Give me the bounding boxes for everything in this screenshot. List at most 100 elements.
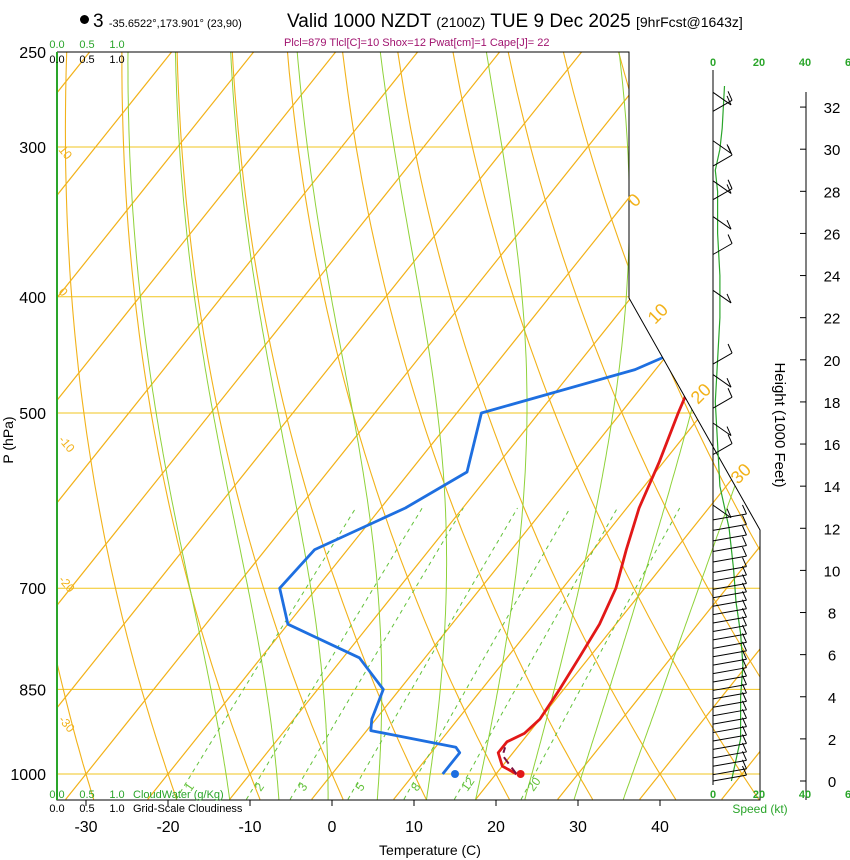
wind-barb — [712, 396, 733, 409]
station-dot-icon — [80, 15, 89, 24]
wind-barb-flag — [727, 434, 733, 444]
moist-adiabat-line — [524, 52, 630, 800]
wind-barb-flag — [726, 377, 732, 388]
wind-barb — [712, 700, 747, 708]
dry-adiabat-line — [448, 52, 760, 800]
moist-adiabat-line — [377, 52, 448, 800]
wind-speed-bottom-tick: 40 — [799, 789, 811, 801]
height-axis-label: Height (1000 Feet) — [771, 362, 788, 487]
temperature-tick-label: 40 — [651, 819, 669, 836]
mixing-ratio-line — [245, 507, 423, 800]
valid-time: Valid 1000 NZDT — [287, 11, 431, 32]
wind-barb — [712, 591, 747, 599]
pressure-tick-label: 300 — [19, 140, 46, 157]
cloudwater-top-tick: 0.5 — [79, 39, 94, 51]
wind-barb — [712, 717, 747, 725]
pressure-tick-label: 400 — [19, 290, 46, 307]
mixing-ratio-label: 3 — [295, 780, 310, 794]
wind-barb — [712, 545, 747, 552]
height-tick-label: 14 — [824, 479, 841, 496]
cloudwater-bottom-tick: 0.0 — [49, 789, 64, 801]
height-tick-label: 26 — [824, 226, 841, 243]
dry-adiabat-line — [64, 52, 178, 800]
cloudwater-top-tick: 0.0 — [49, 39, 64, 51]
wind-barb-flag — [727, 234, 733, 244]
station-coords: -35.6522°,173.901° (23,90) — [108, 18, 242, 30]
wind-barb — [712, 692, 747, 700]
wind-barb — [712, 675, 747, 683]
dry-adiabat-line — [557, 52, 760, 800]
wind-barb — [712, 759, 747, 767]
height-tick-label: 22 — [824, 311, 841, 328]
pressure-axis-label: P (hPa) — [0, 416, 16, 463]
mixing-ratio-line — [347, 507, 518, 800]
wind-speed-bottom-tick: 0 — [710, 789, 716, 801]
mixing-ratio-line — [520, 507, 681, 800]
mixing-ratio-label: 12 — [458, 774, 477, 793]
pressure-tick-label: 500 — [19, 406, 46, 423]
chart-header: 3 -35.6522°,173.901° (23,90) Valid 1000 … — [0, 0, 850, 52]
wind-barb — [712, 709, 747, 717]
moist-adiabat-line — [229, 52, 329, 800]
temperature-tick-label: 0 — [328, 819, 337, 836]
surface-dewpoint-point — [451, 770, 459, 778]
utc-time: (2100Z) — [436, 14, 486, 30]
wind-barb — [712, 91, 732, 106]
wind-barb — [712, 140, 732, 154]
cloudwater-bottom-tick: 1.0 — [109, 789, 124, 801]
wind-barb-flag — [727, 179, 733, 189]
wind-barb-flag — [742, 504, 747, 515]
isotherm-line — [639, 52, 760, 800]
wind-barb-flag — [726, 184, 732, 194]
wind-barb — [712, 374, 732, 388]
wind-barb — [712, 734, 747, 742]
isotherm-line — [57, 52, 436, 800]
temperature-tick-label: -20 — [156, 819, 179, 836]
wind-barb-flag — [727, 343, 733, 354]
wind-barb-flag — [727, 91, 733, 101]
height-tick-label: 16 — [824, 437, 841, 454]
wind-barb — [712, 352, 733, 365]
mixing-ratio-line — [403, 507, 571, 800]
cloudiness-label: Grid-Scale Cloudiness — [133, 803, 243, 815]
isotherm-line — [557, 52, 760, 800]
moist-adiabat-line — [475, 52, 528, 800]
pressure-tick-label: 850 — [19, 682, 46, 699]
cloudiness-bottom-tick: 1.0 — [109, 803, 124, 815]
valid-date: TUE 9 Dec 2025 — [490, 11, 631, 32]
dry-adiabat-line — [503, 52, 760, 800]
wind-barb-flag — [742, 525, 747, 536]
mixing-ratio-label: 5 — [353, 780, 368, 794]
temperature-tick-label: -10 — [238, 819, 261, 836]
height-tick-label: 8 — [828, 606, 836, 623]
wind-speed-bottom-tick: 20 — [753, 789, 765, 801]
isotherm-line — [57, 52, 272, 800]
moist-adiabat-line — [573, 52, 760, 800]
wind-barb-flag — [742, 546, 747, 557]
moist-adiabat-line — [295, 52, 383, 800]
height-tick-label: 20 — [824, 353, 841, 370]
dry-adiabat-line — [176, 52, 344, 800]
pressure-tick-label: 1000 — [10, 767, 46, 784]
wind-barb — [712, 743, 747, 750]
cloudwater-label: CloudWater (g/Kg) — [133, 789, 224, 801]
wind-barb — [712, 180, 732, 194]
wind-barb — [712, 633, 747, 641]
height-tick-label: 0 — [828, 774, 836, 791]
temperature-tick-label: -30 — [74, 819, 97, 836]
temperature-axis-label: Temperature (C) — [379, 842, 481, 858]
wind-barb-flag — [742, 557, 747, 567]
wind-barb — [712, 667, 747, 675]
isotherm-line — [57, 52, 600, 800]
cloudiness-top-tick: 0.0 — [49, 54, 64, 66]
isotherm-label: -10 — [56, 433, 78, 456]
moist-adiabat-line — [174, 52, 280, 800]
dry-adiabat-label: 0 — [624, 190, 645, 211]
wind-barb — [712, 574, 747, 582]
wind-barb — [712, 154, 733, 167]
isotherm-label: -20 — [56, 573, 78, 596]
isotherm-line — [475, 52, 760, 800]
cloudiness-top-tick: 1.0 — [109, 54, 124, 66]
wind-barb — [712, 188, 733, 201]
